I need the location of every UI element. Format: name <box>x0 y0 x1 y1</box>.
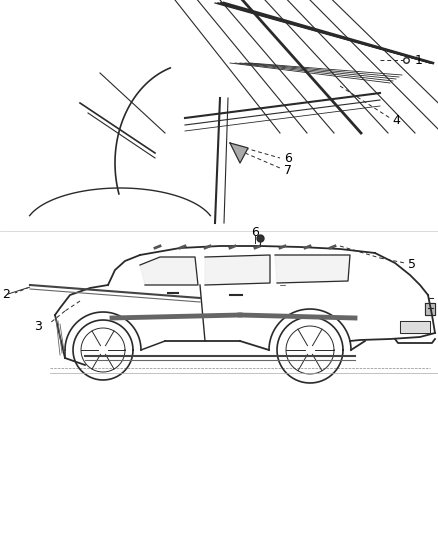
Text: 3: 3 <box>34 320 42 334</box>
Polygon shape <box>140 257 198 285</box>
Polygon shape <box>425 303 435 315</box>
Polygon shape <box>275 255 350 283</box>
Text: 6: 6 <box>251 227 259 239</box>
Text: 1: 1 <box>415 53 423 67</box>
Polygon shape <box>205 255 270 285</box>
Text: 2: 2 <box>2 288 10 302</box>
Text: 7: 7 <box>284 165 292 177</box>
Text: 5: 5 <box>408 257 416 271</box>
Polygon shape <box>230 143 248 163</box>
Text: 6: 6 <box>284 152 292 166</box>
Text: 4: 4 <box>392 114 400 126</box>
Polygon shape <box>400 321 430 333</box>
